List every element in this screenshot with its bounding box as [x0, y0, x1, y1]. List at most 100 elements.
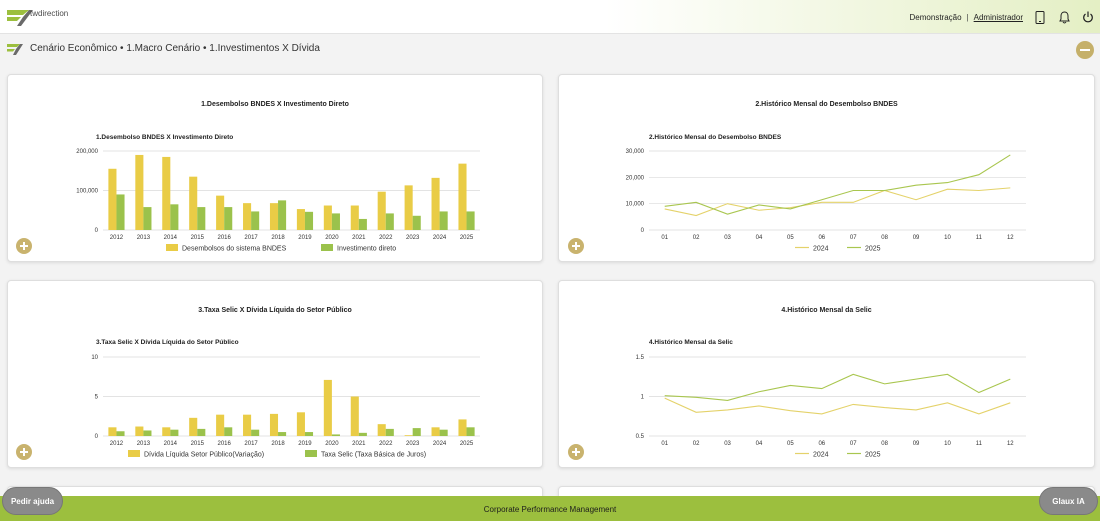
bar: [197, 428, 206, 436]
logo-text: twdirection: [30, 9, 69, 18]
bar: [466, 211, 475, 230]
bar: [412, 215, 421, 230]
y-tick-label: 0: [95, 228, 99, 234]
footer-text: Corporate Performance Management: [483, 505, 617, 514]
x-tick-label: 2025: [460, 235, 474, 241]
x-tick-label: 09: [913, 441, 920, 447]
legend-label: 2024: [813, 452, 829, 459]
bar: [189, 417, 198, 436]
ai-assistant-button[interactable]: Glaux IA: [1039, 487, 1098, 515]
menu-separator: |: [966, 12, 969, 22]
bar: [385, 428, 394, 436]
series-line: [664, 373, 1011, 402]
bar-chart-selic-debt: 10 5 0 2012 2013 2014 2015 2016 2017 2018 2019 2020…: [91, 355, 480, 459]
legend-swatch: [321, 244, 333, 251]
chart-title: 2.Histórico Mensal do Desembolso BNDES: [649, 134, 782, 141]
add-button[interactable]: [16, 444, 32, 460]
legend-label: Investimento direto: [337, 246, 396, 253]
bar: [224, 427, 233, 436]
bar: [350, 205, 359, 230]
line-chart-selic-monthly: 1.5 1 0.5 01 02 03 04 05 06 07 08 09 10 11 12 2024 2025: [636, 355, 1026, 459]
x-tick-label: 02: [693, 441, 700, 447]
x-tick-label: 2018: [271, 235, 285, 241]
card-title: 1.Desembolso BNDES X Investimento Direto: [201, 101, 349, 108]
bar-chart-bndes: 200,000 100,000 0 2012 2013 2014 2015 2016 2017 2…: [76, 149, 480, 253]
x-tick-label: 02: [693, 235, 700, 241]
x-tick-label: 2014: [164, 235, 178, 241]
bar: [458, 419, 467, 436]
add-button[interactable]: [568, 238, 584, 254]
x-tick-label: 08: [881, 441, 888, 447]
bar: [377, 191, 386, 230]
x-tick-label: 2015: [191, 235, 205, 241]
y-tick-label: 5: [95, 395, 99, 401]
bar: [296, 412, 305, 436]
legend-label: 2025: [865, 246, 881, 253]
x-tick-label: 07: [850, 235, 857, 241]
legend-swatch: [305, 450, 317, 457]
x-tick-label: 2025: [460, 441, 474, 447]
x-tick-label: 06: [818, 441, 825, 447]
x-tick-label: 2015: [191, 441, 205, 447]
x-tick-label: 06: [818, 235, 825, 241]
bar: [243, 203, 252, 230]
y-tick-label: 1.5: [636, 355, 645, 361]
bar: [189, 176, 198, 230]
x-tick-label: 2012: [110, 235, 124, 241]
series-line: [664, 154, 1011, 215]
company-logo[interactable]: [7, 7, 77, 27]
x-tick-label: 12: [1007, 441, 1014, 447]
x-tick-label: 09: [913, 235, 920, 241]
bell-icon[interactable]: [1052, 0, 1076, 34]
bar: [143, 207, 152, 230]
bar: [170, 429, 179, 436]
bar: [385, 213, 394, 230]
add-button[interactable]: [568, 444, 584, 460]
power-icon[interactable]: [1076, 0, 1100, 34]
card-title: 2.Histórico Mensal do Desembolso BNDES: [755, 101, 898, 108]
card-title: 3.Taxa Selic X Dívida Líquida do Setor P…: [198, 307, 352, 314]
y-tick-label: 10: [91, 355, 98, 361]
bar: [331, 213, 340, 230]
series-line: [664, 397, 1011, 415]
x-tick-label: 2024: [433, 441, 447, 447]
x-tick-label: 05: [787, 441, 794, 447]
x-tick-label: 2020: [325, 235, 339, 241]
y-tick-label: 0: [95, 434, 99, 440]
bar: [162, 427, 171, 436]
legend-label: Dívida Líquida Setor Público(Variação): [144, 452, 264, 459]
bar: [269, 413, 279, 436]
footer-bar: Corporate Performance Management: [0, 496, 1100, 521]
demo-link[interactable]: Demonstração: [909, 12, 962, 22]
bar: [278, 200, 287, 230]
bar: [135, 426, 144, 436]
y-tick-label: 0.5: [636, 434, 645, 440]
chart-card-selic-debt: 3.Taxa Selic X Dívida Líquida do Setor P…: [7, 280, 543, 468]
y-tick-label: 0: [641, 228, 645, 234]
bar: [458, 163, 467, 230]
bar: [439, 429, 448, 436]
bar: [358, 218, 367, 230]
x-tick-label: 11: [976, 441, 983, 447]
x-tick-label: 10: [944, 441, 951, 447]
help-button[interactable]: Pedir ajuda: [2, 487, 63, 515]
collapse-button[interactable]: [1076, 41, 1094, 59]
y-tick-label: 30,000: [626, 149, 645, 155]
x-tick-label: 2013: [137, 235, 151, 241]
bar: [323, 205, 332, 230]
top-bar: twdirection Demonstração | Administrador: [0, 0, 1100, 34]
x-tick-label: 01: [661, 235, 668, 241]
bar: [431, 177, 440, 230]
bar: [404, 185, 413, 230]
bar: [466, 427, 475, 436]
admin-link[interactable]: Administrador: [973, 12, 1023, 22]
add-button[interactable]: [16, 238, 32, 254]
top-right-menu: Demonstração | Administrador: [905, 0, 1100, 34]
bar: [197, 207, 206, 230]
bar: [135, 154, 144, 230]
breadcrumb-row: Cenário Econômico • 1.Macro Cenário • 1.…: [0, 38, 1100, 60]
bar: [278, 432, 287, 436]
x-tick-label: 2021: [352, 441, 366, 447]
tablet-icon[interactable]: [1028, 0, 1052, 34]
x-tick-label: 2018: [271, 441, 285, 447]
